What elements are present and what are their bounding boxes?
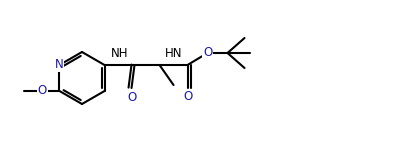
Text: O: O — [182, 90, 192, 103]
Text: NH: NH — [111, 47, 128, 60]
Text: O: O — [202, 46, 212, 60]
Text: HN: HN — [164, 47, 182, 60]
Text: N: N — [55, 58, 64, 71]
Text: O: O — [127, 91, 136, 104]
Text: O: O — [38, 84, 47, 97]
